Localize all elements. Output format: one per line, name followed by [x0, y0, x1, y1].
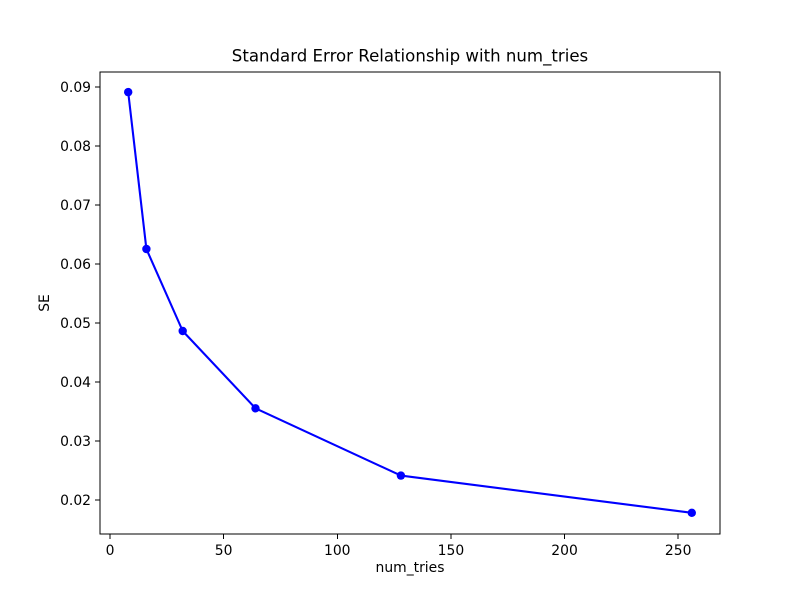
x-tick-label: 150 [438, 543, 465, 559]
plot-frame [99, 71, 721, 535]
x-tick-label: 250 [665, 543, 692, 559]
y-tick-label: 0.03 [60, 434, 91, 450]
x-tick-label: 0 [106, 543, 115, 559]
data-point [687, 508, 696, 517]
x-axis-label: num_tries [375, 560, 445, 576]
y-tick-label: 0.04 [60, 375, 91, 391]
axes-frame-layer [99, 71, 721, 535]
data-point [142, 244, 151, 254]
x-tick-label: 100 [324, 543, 351, 559]
data-series-layer [124, 87, 696, 517]
data-point [178, 326, 187, 336]
y-tick-label: 0.08 [60, 139, 91, 155]
y-tick-label: 0.02 [60, 493, 91, 509]
y-tick-label: 0.05 [60, 316, 91, 332]
x-tick-label: 200 [551, 543, 578, 559]
data-point [396, 471, 406, 480]
y-tick-label: 0.07 [60, 198, 91, 214]
y-tick-label: 0.06 [60, 257, 91, 273]
chart-title: Standard Error Relationship with num_tri… [231, 46, 589, 66]
y-tick-label: 0.09 [60, 80, 91, 96]
y-axis-label: SE [37, 294, 53, 312]
x-tick-label: 50 [215, 543, 233, 559]
tick-layer: 0 50 100 150 200 250 0.02 0.03 0.04 0.05 0.06 0.07 0… [60, 80, 691, 559]
data-point [251, 404, 260, 413]
data-point [124, 87, 133, 97]
data-line [127, 91, 693, 514]
